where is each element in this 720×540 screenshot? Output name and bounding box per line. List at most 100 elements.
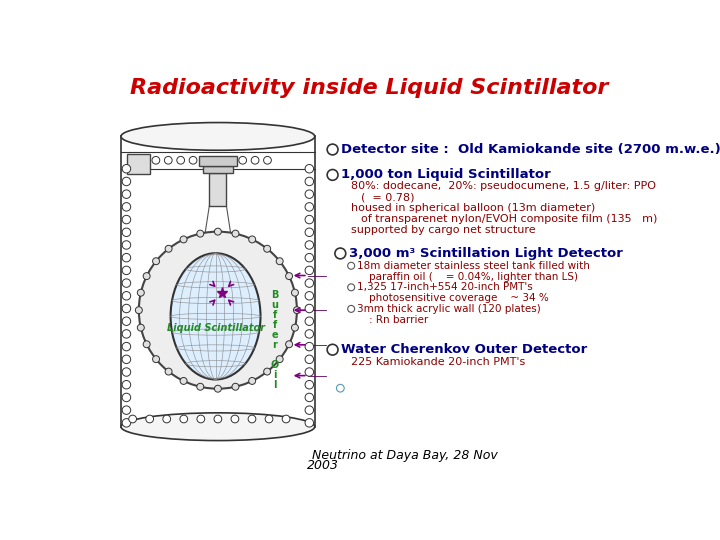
Circle shape — [163, 415, 171, 423]
Circle shape — [232, 383, 239, 390]
Circle shape — [248, 415, 256, 423]
Text: housed in spherical balloon (13m diameter): housed in spherical balloon (13m diamete… — [351, 203, 595, 213]
Circle shape — [197, 383, 204, 390]
Circle shape — [138, 324, 144, 331]
Circle shape — [122, 418, 131, 427]
Circle shape — [145, 415, 153, 423]
Circle shape — [305, 215, 314, 224]
Circle shape — [122, 304, 131, 313]
Text: f: f — [273, 310, 277, 320]
Circle shape — [129, 415, 137, 423]
Text: 225 Kamiokande 20-inch PMT's: 225 Kamiokande 20-inch PMT's — [351, 357, 526, 367]
Text: u: u — [271, 300, 279, 310]
Circle shape — [305, 165, 314, 173]
Circle shape — [231, 415, 239, 423]
Circle shape — [348, 284, 355, 291]
Circle shape — [122, 228, 131, 237]
Circle shape — [264, 368, 271, 375]
Circle shape — [305, 202, 314, 211]
Circle shape — [122, 202, 131, 211]
Circle shape — [305, 177, 314, 186]
Circle shape — [305, 304, 314, 313]
Ellipse shape — [171, 253, 261, 380]
Circle shape — [122, 406, 131, 414]
Circle shape — [305, 368, 314, 376]
Circle shape — [122, 279, 131, 287]
Circle shape — [226, 157, 234, 164]
Text: f: f — [273, 320, 277, 330]
Circle shape — [122, 330, 131, 338]
Text: r: r — [272, 340, 277, 350]
Circle shape — [180, 377, 187, 384]
Circle shape — [305, 266, 314, 275]
Circle shape — [305, 393, 314, 402]
Circle shape — [276, 258, 283, 265]
Circle shape — [305, 190, 314, 198]
Circle shape — [122, 393, 131, 402]
Text: : Rn barrier: : Rn barrier — [369, 315, 428, 325]
Circle shape — [122, 177, 131, 186]
Circle shape — [305, 418, 314, 427]
Circle shape — [286, 341, 292, 348]
Circle shape — [264, 157, 271, 164]
Text: photosensitive coverage    ~ 34 %: photosensitive coverage ~ 34 % — [369, 293, 549, 303]
Circle shape — [305, 330, 314, 338]
Circle shape — [214, 415, 222, 423]
Circle shape — [232, 230, 239, 237]
Circle shape — [122, 165, 131, 173]
Circle shape — [189, 157, 197, 164]
Circle shape — [305, 406, 314, 414]
Circle shape — [122, 266, 131, 275]
Circle shape — [264, 245, 271, 252]
Circle shape — [215, 228, 221, 235]
Text: Detector site :  Old Kamiokande site (2700 m.w.e.): Detector site : Old Kamiokande site (270… — [341, 143, 720, 156]
Ellipse shape — [121, 413, 315, 441]
Circle shape — [138, 289, 144, 296]
Circle shape — [122, 241, 131, 249]
Text: 3,000 m³ Scintillation Light Detector: 3,000 m³ Scintillation Light Detector — [349, 247, 623, 260]
Circle shape — [305, 317, 314, 326]
Circle shape — [143, 341, 150, 348]
Circle shape — [305, 279, 314, 287]
Text: 18m diameter stainless steel tank filled with: 18m diameter stainless steel tank filled… — [357, 261, 590, 271]
Circle shape — [348, 262, 355, 269]
Circle shape — [251, 157, 259, 164]
Circle shape — [282, 415, 290, 423]
Text: (  = 0.78): ( = 0.78) — [361, 192, 415, 202]
Text: 1,000 ton Liquid Scintillator: 1,000 ton Liquid Scintillator — [341, 168, 551, 181]
Circle shape — [305, 342, 314, 351]
Circle shape — [265, 415, 273, 423]
Circle shape — [122, 342, 131, 351]
Circle shape — [122, 368, 131, 376]
Circle shape — [122, 190, 131, 198]
Text: 3mm thick acrylic wall (120 plates): 3mm thick acrylic wall (120 plates) — [357, 304, 541, 314]
Text: 1,325 17-inch+554 20-inch PMT's: 1,325 17-inch+554 20-inch PMT's — [357, 282, 533, 292]
Text: i: i — [273, 370, 276, 380]
Circle shape — [248, 377, 256, 384]
Circle shape — [164, 157, 172, 164]
Circle shape — [239, 157, 246, 164]
Text: of transparenet nylon/EVOH composite film (135   m): of transparenet nylon/EVOH composite fil… — [361, 214, 657, 224]
Circle shape — [327, 144, 338, 155]
Circle shape — [305, 381, 314, 389]
Bar — [203, 166, 233, 173]
Circle shape — [305, 241, 314, 249]
Text: 2003: 2003 — [307, 458, 338, 472]
Circle shape — [336, 384, 344, 392]
Bar — [210, 173, 226, 206]
Circle shape — [122, 317, 131, 326]
Circle shape — [214, 157, 222, 164]
Circle shape — [202, 157, 210, 164]
Circle shape — [327, 345, 338, 355]
Text: e: e — [271, 330, 278, 340]
Bar — [199, 157, 238, 166]
Text: Radioactivity inside Liquid Scintillator: Radioactivity inside Liquid Scintillator — [130, 78, 608, 98]
Text: O: O — [271, 360, 279, 370]
Bar — [127, 154, 150, 174]
Circle shape — [215, 385, 221, 392]
Circle shape — [305, 292, 314, 300]
Circle shape — [122, 253, 131, 262]
Circle shape — [122, 381, 131, 389]
Circle shape — [152, 157, 160, 164]
Circle shape — [143, 273, 150, 280]
